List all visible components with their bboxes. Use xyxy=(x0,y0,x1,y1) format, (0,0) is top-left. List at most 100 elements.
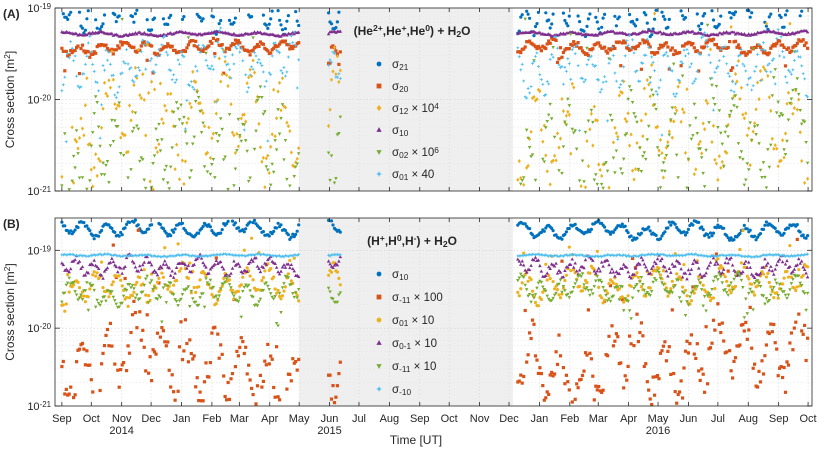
data-point xyxy=(604,293,608,298)
data-point xyxy=(252,147,257,152)
data-point xyxy=(646,45,651,50)
data-point xyxy=(227,113,232,117)
data-point xyxy=(630,37,635,42)
data-point xyxy=(135,280,139,284)
data-point xyxy=(615,137,620,142)
data-point xyxy=(607,57,611,61)
data-point xyxy=(170,373,174,377)
data-point xyxy=(735,253,739,258)
data-point xyxy=(132,126,136,130)
data-point xyxy=(217,22,221,26)
data-point xyxy=(586,17,591,21)
data-point xyxy=(613,46,617,50)
data-point xyxy=(729,281,733,285)
data-point xyxy=(800,9,804,13)
data-point xyxy=(68,252,73,257)
data-point xyxy=(570,257,575,261)
data-point xyxy=(629,132,633,137)
data-point xyxy=(567,388,571,392)
data-point xyxy=(538,89,542,94)
data-point xyxy=(151,270,155,274)
data-point xyxy=(769,293,773,297)
y-tick-label: 10-20 xyxy=(27,322,51,335)
data-point xyxy=(160,117,164,122)
data-point xyxy=(264,262,269,266)
data-point xyxy=(711,253,716,258)
data-point xyxy=(622,386,626,390)
data-point xyxy=(783,254,788,259)
data-point xyxy=(251,48,255,52)
data-point xyxy=(105,93,110,99)
data-point xyxy=(274,321,279,326)
data-point xyxy=(332,181,337,185)
data-point xyxy=(292,269,297,273)
data-point xyxy=(733,39,738,43)
data-point xyxy=(329,60,334,65)
data-point xyxy=(720,281,725,285)
data-point xyxy=(242,285,247,289)
data-point xyxy=(521,79,526,83)
data-point xyxy=(539,127,543,133)
data-point xyxy=(164,254,169,259)
data-point xyxy=(700,22,704,26)
data-point xyxy=(270,9,274,13)
data-point xyxy=(247,75,251,80)
data-point xyxy=(227,18,232,22)
data-point xyxy=(194,79,198,85)
data-point xyxy=(545,119,550,124)
series-1 xyxy=(60,36,810,76)
data-point xyxy=(147,294,151,298)
data-point xyxy=(185,120,189,125)
data-point xyxy=(276,9,280,13)
data-point xyxy=(174,142,179,147)
data-point xyxy=(125,369,129,373)
data-point xyxy=(607,282,611,286)
data-point xyxy=(132,253,136,258)
data-point xyxy=(218,259,223,264)
data-point xyxy=(798,14,802,18)
data-point xyxy=(285,387,289,391)
data-point xyxy=(163,168,167,172)
data-point xyxy=(273,134,277,139)
data-point xyxy=(702,295,707,299)
data-point xyxy=(623,297,627,301)
data-point xyxy=(557,145,561,150)
data-point xyxy=(654,107,658,112)
data-point xyxy=(76,225,80,230)
data-point xyxy=(130,78,135,83)
data-point xyxy=(215,40,220,45)
data-point xyxy=(283,285,287,289)
data-point xyxy=(82,31,86,35)
data-point xyxy=(566,97,570,101)
data-point xyxy=(776,296,780,300)
data-point xyxy=(746,32,751,36)
data-point xyxy=(614,24,619,28)
chart-title: (H+,H0,H-) + H2O xyxy=(367,233,457,249)
data-point xyxy=(564,123,569,127)
data-point xyxy=(121,153,126,158)
data-point xyxy=(797,274,801,278)
data-point xyxy=(331,265,335,269)
data-point xyxy=(671,62,676,66)
data-point xyxy=(166,181,170,185)
data-point xyxy=(747,9,751,13)
data-point xyxy=(745,133,749,138)
data-point xyxy=(529,253,533,257)
data-point xyxy=(527,91,532,95)
data-point xyxy=(535,252,539,257)
data-point xyxy=(296,252,301,257)
data-point xyxy=(721,267,726,271)
data-point xyxy=(264,23,268,27)
data-point xyxy=(179,297,183,301)
data-point xyxy=(75,360,79,364)
data-point xyxy=(717,58,722,63)
data-point xyxy=(677,253,682,258)
data-point xyxy=(145,18,149,22)
data-point xyxy=(250,386,254,390)
data-point xyxy=(729,16,733,20)
data-point xyxy=(161,329,165,333)
data-point xyxy=(608,253,613,258)
y-axis-label: Cross section [m2] xyxy=(2,51,17,149)
axes-frame xyxy=(54,217,813,407)
data-point xyxy=(98,303,102,307)
